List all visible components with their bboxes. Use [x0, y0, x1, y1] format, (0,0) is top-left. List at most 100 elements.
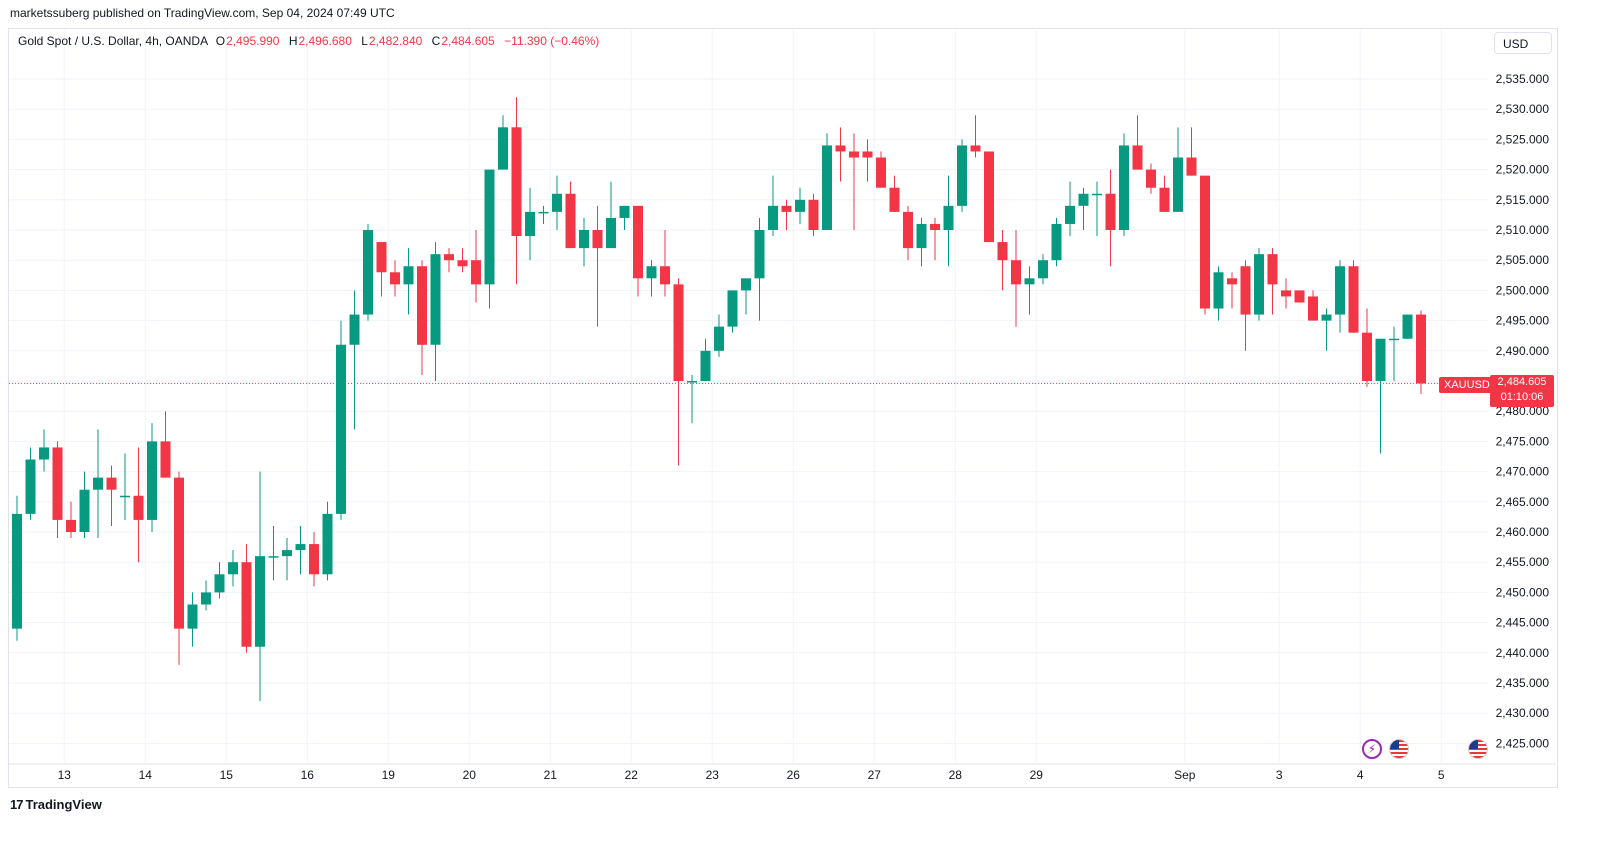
price-axis: 2,425.000 2,430.000 2,435.000 2,440.000 2,44…: [1496, 72, 1550, 750]
candle-body: [997, 242, 1008, 261]
candle-body: [1308, 296, 1318, 321]
candle-body: [579, 230, 589, 249]
symbol-price-tag: XAUUSD: [1439, 377, 1495, 393]
candle-body: [1146, 169, 1156, 188]
publisher-caption: marketssuberg published on TradingView.c…: [10, 6, 395, 20]
us-flag-icon[interactable]: [1389, 739, 1409, 759]
candle-body: [930, 223, 940, 230]
candle-body: [430, 254, 441, 345]
grid-lines: [9, 30, 1488, 762]
y-tick-label: 2,510.000: [1496, 223, 1550, 237]
candle-body: [1078, 193, 1089, 206]
candle-body: [808, 199, 819, 230]
last-price-value: 2,484.605: [1497, 376, 1547, 388]
x-tick-label: 28: [949, 768, 963, 782]
candle-body: [1132, 145, 1143, 170]
candle-body: [619, 205, 630, 218]
y-tick-label: 2,445.000: [1496, 616, 1550, 630]
candle-body: [943, 205, 954, 230]
candle-body: [120, 495, 130, 498]
candle-body: [52, 447, 63, 520]
candle-body: [66, 519, 76, 532]
candle-body: [862, 151, 873, 158]
candle-body: [147, 441, 157, 520]
x-tick-label: 29: [1030, 768, 1044, 782]
candle-body: [606, 217, 616, 249]
candle-body: [1362, 332, 1372, 381]
candle-body: [565, 193, 576, 249]
candle-body: [525, 211, 535, 237]
y-tick-label: 2,475.000: [1496, 434, 1550, 448]
chart-frame: [8, 28, 1558, 788]
candle-body: [471, 260, 481, 285]
y-tick-label: 2,530.000: [1496, 102, 1550, 116]
candles: [12, 97, 1426, 702]
x-tick-label: 22: [625, 768, 639, 782]
candle-body: [552, 193, 562, 212]
candle-body: [849, 151, 859, 158]
legend-close-label: C: [431, 34, 441, 48]
y-tick-label: 2,430.000: [1496, 706, 1550, 720]
legend-high-value: 2,496.680: [298, 34, 352, 48]
candle-body: [1186, 157, 1197, 176]
candle-body: [214, 574, 225, 593]
candle-body: [106, 477, 117, 490]
candle-body: [1254, 254, 1264, 315]
candle-body: [903, 211, 913, 249]
x-tick-label: 19: [382, 768, 396, 782]
candle-body: [538, 211, 549, 214]
candle-body: [822, 145, 832, 230]
candle-body: [1200, 175, 1210, 309]
candle-body: [1416, 314, 1426, 384]
candle-body: [444, 254, 454, 261]
x-tick-label: 16: [301, 768, 315, 782]
legend-symbol[interactable]: Gold Spot / U.S. Dollar, 4h, OANDA: [18, 34, 209, 48]
candle-body: [673, 284, 684, 381]
tradingview-logo[interactable]: 17 TradingView: [10, 797, 102, 812]
candle-body: [889, 187, 900, 212]
candle-body: [1213, 272, 1224, 309]
candle-body: [592, 230, 603, 249]
candle-body: [714, 326, 724, 351]
y-tick-label: 2,425.000: [1496, 736, 1550, 750]
candle-body: [12, 513, 22, 629]
candle-body: [255, 556, 265, 647]
candle-body: [268, 556, 279, 558]
x-tick-label: 21: [544, 768, 558, 782]
candle-body: [1348, 266, 1359, 333]
candle-body: [417, 266, 427, 345]
legend-change: −11.390 (−0.46%): [504, 34, 600, 48]
chart-legend: Gold Spot / U.S. Dollar, 4h, OANDA O2,49…: [18, 34, 599, 48]
candle-body: [1092, 193, 1102, 196]
candle-body: [39, 447, 49, 460]
lightning-icon[interactable]: ⚡: [1362, 739, 1382, 759]
currency-selector-button[interactable]: USD: [1494, 32, 1552, 54]
candle-body: [363, 230, 373, 315]
candle-body: [700, 350, 711, 381]
y-tick-label: 2,495.000: [1496, 314, 1550, 328]
candle-body: [1321, 314, 1332, 321]
us-flag-icon[interactable]: [1468, 739, 1488, 759]
candle-body: [1240, 266, 1251, 315]
x-tick-label: 5: [1438, 768, 1445, 782]
y-tick-label: 2,435.000: [1496, 676, 1550, 690]
y-tick-label: 2,515.000: [1496, 193, 1550, 207]
candle-body: [1119, 145, 1129, 230]
candle-body: [174, 477, 184, 629]
candle-body: [984, 151, 994, 243]
candle-body: [160, 441, 171, 478]
candle-body: [295, 544, 306, 551]
y-tick-label: 2,440.000: [1496, 646, 1550, 660]
y-tick-label: 2,465.000: [1496, 495, 1550, 509]
y-tick-label: 2,455.000: [1496, 555, 1550, 569]
candle-body: [1173, 157, 1183, 212]
candle-body: [646, 266, 657, 279]
candle-body: [835, 145, 846, 152]
candle-body: [660, 266, 670, 285]
candle-body: [1267, 254, 1278, 285]
x-tick-label: 20: [463, 768, 477, 782]
tradingview-brand-text: TradingView: [25, 797, 102, 812]
y-tick-label: 2,525.000: [1496, 132, 1550, 146]
candle-body: [1227, 278, 1237, 285]
